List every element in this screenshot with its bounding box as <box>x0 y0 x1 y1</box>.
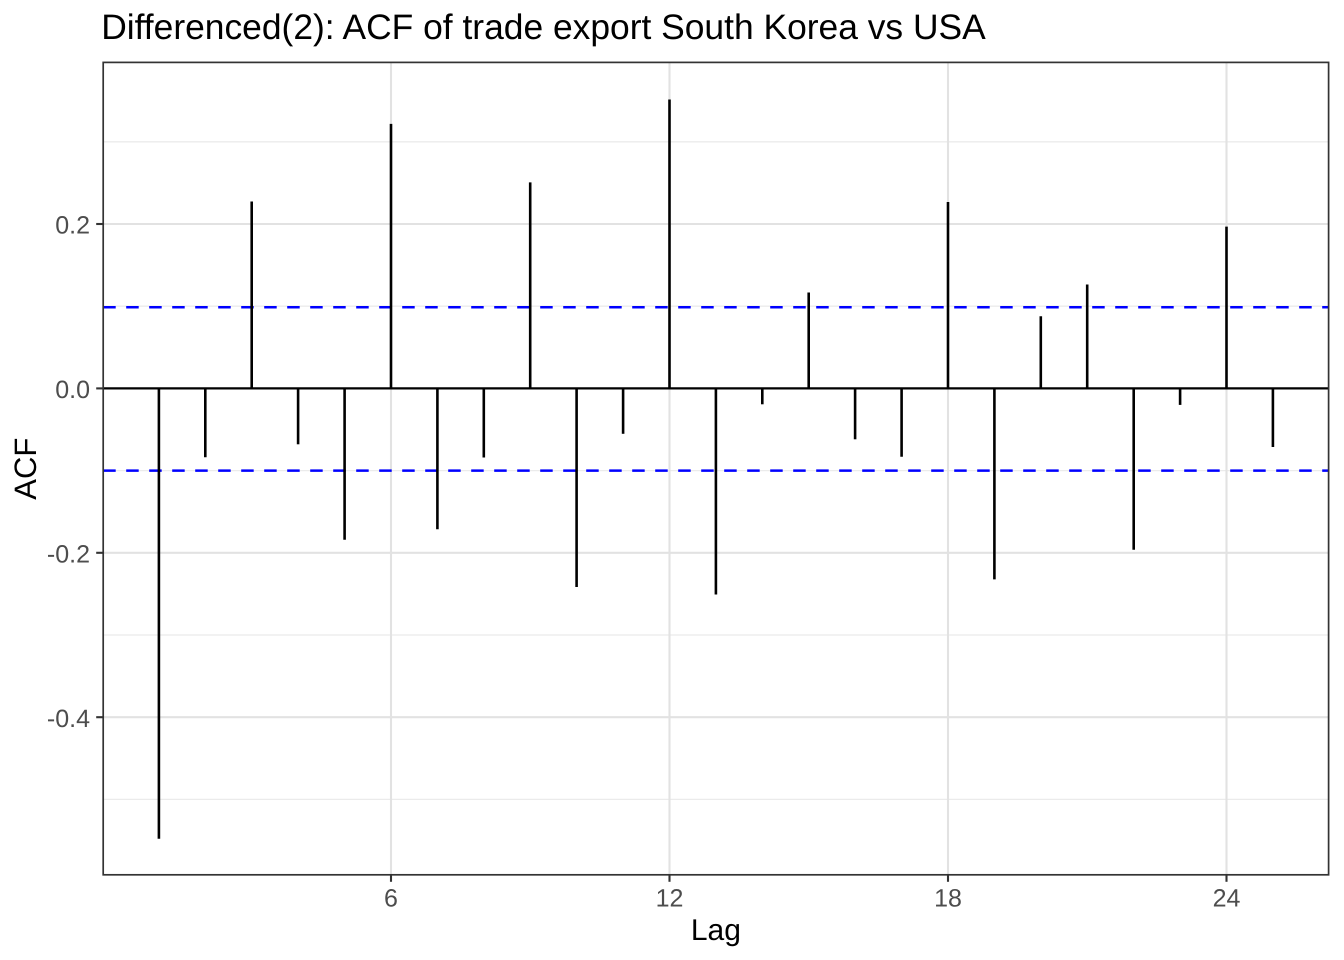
svg-text:ACF: ACF <box>8 438 43 500</box>
svg-text:Lag: Lag <box>691 914 741 947</box>
svg-text:12: 12 <box>656 885 684 913</box>
svg-text:24: 24 <box>1213 885 1241 913</box>
svg-text:6: 6 <box>384 885 398 913</box>
svg-text:18: 18 <box>934 885 962 913</box>
svg-text:-0.4: -0.4 <box>47 705 90 733</box>
svg-text:Differenced(2): ACF of trade e: Differenced(2): ACF of trade export Sout… <box>101 7 986 47</box>
svg-text:-0.2: -0.2 <box>47 540 90 568</box>
svg-text:0.2: 0.2 <box>55 212 90 240</box>
svg-text:0.0: 0.0 <box>55 376 90 404</box>
